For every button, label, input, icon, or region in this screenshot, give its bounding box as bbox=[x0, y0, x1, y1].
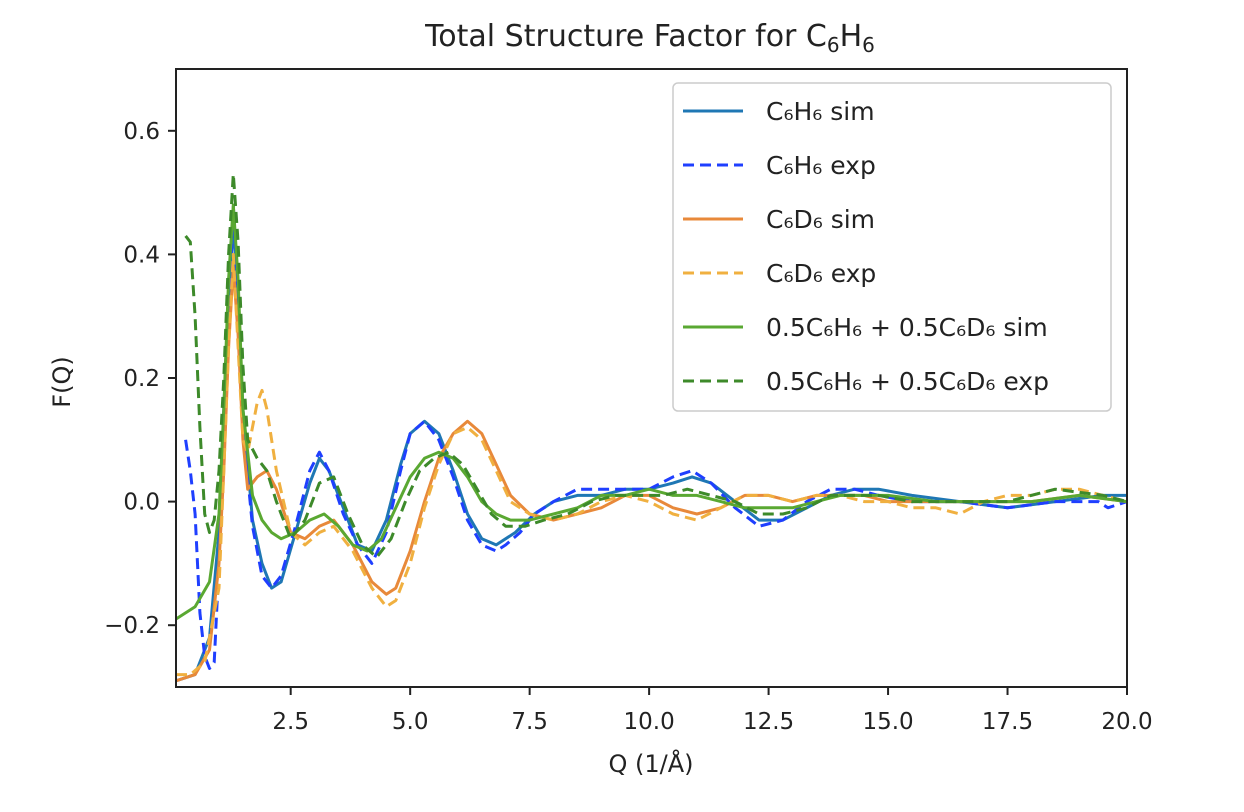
legend: C₆H₆ sim C₆H₆ exp C₆D₆ sim C₆D₆ exp 0.5C₆H₆ … bbox=[672, 82, 1112, 412]
y-axis-label: F(Q) bbox=[48, 356, 76, 407]
legend-label-6: 0.5C₆H₆ + 0.5C₆D₆ exp bbox=[766, 367, 1049, 396]
series-line-2 bbox=[184, 203, 1127, 670]
legend-label-5: 0.5C₆H₆ + 0.5C₆D₆ sim bbox=[766, 313, 1048, 342]
x-tick-label: 7.5 bbox=[511, 709, 548, 735]
x-axis-label: Q (1/Å) bbox=[608, 749, 693, 778]
x-tick-label: 17.5 bbox=[982, 709, 1033, 735]
x-tick-label: 15.0 bbox=[862, 709, 913, 735]
y-tick-label: −0.2 bbox=[104, 613, 160, 639]
x-tick-label: 10.0 bbox=[624, 709, 675, 735]
x-tick-label: 20.0 bbox=[1101, 709, 1152, 735]
legend-label-4: C₆D₆ exp bbox=[766, 259, 876, 288]
series-line-6 bbox=[184, 172, 1127, 559]
series-layer bbox=[176, 172, 1127, 683]
series-line-5 bbox=[176, 203, 1127, 621]
y-axis: −0.2 0.0 0.2 0.4 0.6 bbox=[104, 119, 176, 639]
legend-label-3: C₆D₆ sim bbox=[766, 205, 875, 234]
x-tick-label: 2.5 bbox=[272, 709, 309, 735]
legend-label-1: C₆H₆ sim bbox=[766, 97, 875, 126]
y-tick-label: 0.6 bbox=[123, 119, 160, 145]
legend-label-2: C₆H₆ exp bbox=[766, 151, 876, 180]
legend-box bbox=[672, 82, 1112, 412]
y-tick-label: 0.4 bbox=[123, 242, 160, 268]
x-tick-label: 5.0 bbox=[392, 709, 429, 735]
chart-title: Total Structure Factor for C6H6 bbox=[424, 19, 875, 57]
x-axis: 2.5 5.0 7.5 10.0 12.5 15.0 17.5 20.0 bbox=[272, 687, 1153, 735]
y-tick-label: 0.0 bbox=[123, 490, 160, 516]
y-tick-label: 0.2 bbox=[123, 366, 160, 392]
x-tick-label: 12.5 bbox=[743, 709, 794, 735]
series-line-4 bbox=[176, 252, 1127, 677]
